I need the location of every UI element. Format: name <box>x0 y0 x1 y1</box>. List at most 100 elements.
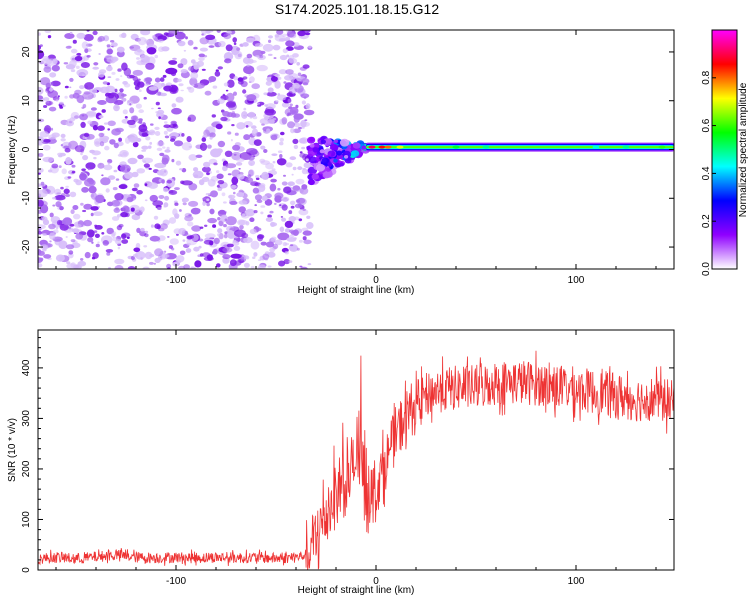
noise-blob <box>288 91 293 95</box>
noise-blob <box>68 250 74 255</box>
noise-blob <box>263 92 268 96</box>
noise-blob <box>60 138 66 142</box>
noise-blob <box>249 217 255 222</box>
noise-blob <box>43 66 52 73</box>
noise-blob <box>247 111 256 118</box>
noise-blob <box>201 166 211 173</box>
noise-blob <box>141 132 149 137</box>
noise-blob <box>174 202 179 206</box>
noise-blob <box>216 263 221 268</box>
noise-blob <box>176 78 182 83</box>
noise-blob <box>227 229 234 239</box>
noise-blob <box>95 194 105 204</box>
noise-blob <box>187 114 196 122</box>
noise-blob <box>155 101 160 106</box>
noise-blob <box>116 46 125 53</box>
noise-blob <box>144 183 148 187</box>
transition-blob <box>309 180 315 185</box>
noise-blob <box>285 40 295 47</box>
noise-blob <box>216 173 224 180</box>
y-tick-label: 0 <box>21 146 32 152</box>
noise-blob <box>106 227 114 235</box>
noise-blob <box>230 139 233 142</box>
noise-blob <box>168 190 178 195</box>
noise-blob <box>227 131 232 135</box>
noise-blob <box>207 217 218 224</box>
noise-blob <box>298 126 303 130</box>
noise-blob <box>217 187 223 191</box>
noise-blob <box>177 40 186 47</box>
noise-blob <box>38 183 41 187</box>
noise-blob <box>91 256 96 260</box>
noise-blob <box>245 221 250 226</box>
noise-blob <box>301 146 306 150</box>
noise-blob <box>80 121 86 128</box>
noise-blob <box>204 233 216 239</box>
noise-blob <box>297 30 306 37</box>
noise-blob <box>202 55 208 58</box>
noise-blob <box>91 241 94 244</box>
noise-blob <box>157 39 164 43</box>
noise-blob <box>137 154 144 160</box>
x-tick-label: -100 <box>166 275 186 286</box>
noise-blob <box>64 85 69 89</box>
noise-blob <box>223 82 229 87</box>
noise-blob <box>222 256 226 258</box>
noise-blob <box>76 95 85 104</box>
noise-blob <box>284 228 291 233</box>
noise-blob <box>204 224 208 227</box>
noise-blob <box>180 69 188 74</box>
transition-blob <box>312 147 319 153</box>
noise-blob <box>246 37 255 43</box>
noise-blob <box>80 258 84 261</box>
noise-blob <box>52 229 59 234</box>
noise-blob <box>283 81 287 84</box>
noise-blob <box>38 152 44 158</box>
noise-blob <box>292 53 299 58</box>
noise-blob <box>227 173 232 176</box>
noise-blob <box>274 192 284 200</box>
noise-blob <box>50 80 61 87</box>
noise-blob <box>81 106 85 110</box>
noise-blob <box>113 169 118 173</box>
noise-blob <box>107 120 116 127</box>
noise-blob <box>94 224 98 227</box>
noise-blob <box>63 145 70 149</box>
noise-blob <box>224 150 233 157</box>
noise-blob <box>308 45 312 49</box>
noise-blob <box>180 89 184 92</box>
noise-blob <box>166 146 170 150</box>
noise-blob <box>255 177 260 180</box>
noise-blob <box>287 181 295 186</box>
noise-blob <box>154 164 158 167</box>
noise-blob <box>243 107 247 111</box>
noise-blob <box>132 69 143 76</box>
noise-blob <box>40 77 51 86</box>
noise-blob <box>284 220 294 228</box>
noise-blob <box>186 242 192 246</box>
noise-blob <box>232 144 241 151</box>
noise-blob <box>82 209 87 213</box>
noise-blob <box>107 162 110 165</box>
noise-blob <box>107 159 113 164</box>
noise-blob <box>226 30 232 34</box>
noise-blob <box>172 57 177 60</box>
noise-blob <box>65 194 70 197</box>
noise-blob <box>90 192 98 200</box>
noise-blob <box>111 42 118 47</box>
noise-blob <box>151 107 154 110</box>
noise-blob <box>252 256 256 260</box>
noise-blob <box>65 236 68 238</box>
noise-blob <box>288 58 298 64</box>
noise-blob <box>101 232 105 235</box>
noise-blob <box>299 265 303 268</box>
noise-blob <box>276 30 284 35</box>
noise-blob <box>282 242 288 247</box>
noise-blob <box>76 32 86 39</box>
noise-blob <box>64 95 68 99</box>
noise-blob <box>217 180 225 185</box>
noise-blob <box>281 204 288 211</box>
noise-blob <box>147 145 152 149</box>
noise-blob <box>59 105 64 109</box>
noise-blob <box>245 177 254 184</box>
